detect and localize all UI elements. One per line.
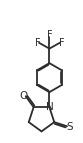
Text: O: O bbox=[20, 91, 28, 101]
Text: F: F bbox=[59, 38, 64, 48]
Text: F: F bbox=[35, 38, 40, 48]
Text: N: N bbox=[46, 102, 53, 112]
Text: F: F bbox=[47, 30, 52, 40]
Text: S: S bbox=[66, 122, 73, 132]
